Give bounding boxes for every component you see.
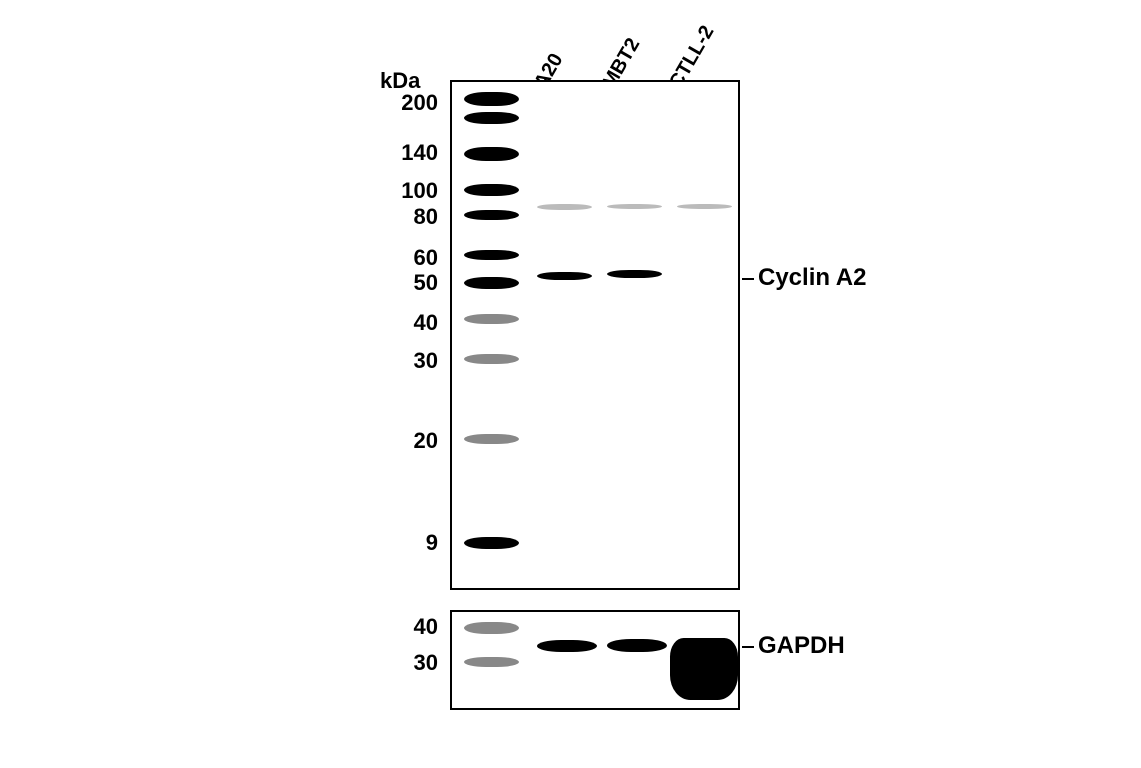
- faint-band-a20: [537, 204, 592, 210]
- gapdh-band-ctll2: [670, 638, 738, 700]
- target-label-gapdh: GAPDH: [758, 632, 845, 660]
- mw-140: 140: [388, 140, 438, 166]
- ladder-band-bottom: [464, 622, 519, 634]
- faint-band-mbt2: [607, 204, 662, 209]
- ladder-band: [464, 354, 519, 364]
- mw-50: 50: [388, 270, 438, 296]
- ladder-band: [464, 250, 519, 260]
- gapdh-band-mbt2: [607, 639, 667, 652]
- mw-30: 30: [388, 348, 438, 374]
- mw-100: 100: [388, 178, 438, 204]
- mw-20: 20: [388, 428, 438, 454]
- mw-bottom-30: 30: [388, 650, 438, 676]
- mw-80: 80: [388, 204, 438, 230]
- ladder-band-bottom: [464, 657, 519, 667]
- mw-bottom-40: 40: [388, 614, 438, 640]
- gapdh-band-a20: [537, 640, 597, 652]
- ladder-band: [464, 277, 519, 289]
- cyclin-a2-band-a20: [537, 272, 592, 280]
- tick-cyclin-a2: [742, 278, 754, 280]
- mw-60: 60: [388, 245, 438, 271]
- mw-40: 40: [388, 310, 438, 336]
- ladder-band: [464, 112, 519, 124]
- blot-bottom: [450, 610, 740, 710]
- target-label-cyclin-a2: Cyclin A2: [758, 264, 866, 292]
- tick-gapdh: [742, 646, 754, 648]
- ladder-band: [464, 314, 519, 324]
- cyclin-a2-band-mbt2: [607, 270, 662, 278]
- ladder-band: [464, 434, 519, 444]
- faint-band-ctll2: [677, 204, 732, 209]
- ladder-band: [464, 184, 519, 196]
- ladder-band: [464, 210, 519, 220]
- ladder-band: [464, 147, 519, 161]
- blot-top: [450, 80, 740, 590]
- mw-9: 9: [388, 530, 438, 556]
- ladder-band: [464, 92, 519, 106]
- mw-200: 200: [388, 90, 438, 116]
- ladder-band: [464, 537, 519, 549]
